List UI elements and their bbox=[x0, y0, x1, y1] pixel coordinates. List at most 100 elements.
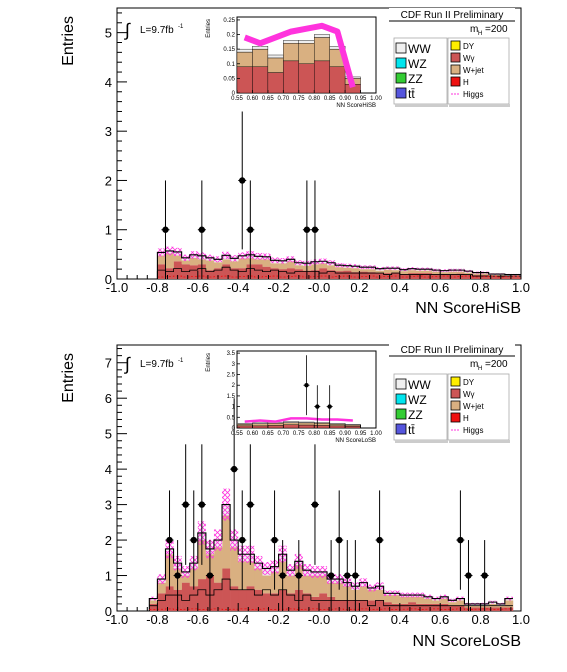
bar-wjet-9 bbox=[230, 261, 239, 269]
inset-higgs-band bbox=[244, 417, 353, 423]
y-tick-label-4: 4 bbox=[105, 75, 112, 90]
bar-wjet-29 bbox=[383, 595, 393, 603]
bar-w-23 bbox=[335, 600, 344, 611]
bar-w-31 bbox=[399, 603, 409, 611]
mass-subscript: H bbox=[478, 366, 482, 372]
inset-x-tick-label-7: 0.90 bbox=[339, 431, 351, 437]
inset-bar-ww-5 bbox=[314, 422, 330, 424]
stack-outline bbox=[156, 250, 521, 279]
data-point-8 bbox=[247, 501, 254, 508]
inset-bar-ww-0 bbox=[236, 48, 253, 53]
mass-label: m bbox=[470, 24, 478, 35]
bar-w-12 bbox=[246, 586, 255, 611]
x-tick-label-8: 0.6 bbox=[431, 280, 449, 295]
legend-swatch-dy bbox=[450, 40, 461, 51]
legend-label-ttbar: tt̄ bbox=[408, 423, 415, 437]
y-axis-label: Entries bbox=[60, 16, 77, 66]
bar-w-21 bbox=[327, 270, 336, 279]
inset-bar-wjet-0 bbox=[236, 51, 253, 67]
bar-w-14 bbox=[262, 593, 271, 611]
data-point-0 bbox=[162, 226, 169, 233]
x-axis-label: NN ScoreLoSB bbox=[413, 633, 522, 650]
y-tick-label-0: 0 bbox=[105, 272, 112, 287]
bar-wjet-20 bbox=[319, 263, 328, 269]
data-point-4 bbox=[198, 501, 206, 508]
bar-wjet-29 bbox=[391, 270, 401, 273]
inset-y-tick-label-7: 3.5 bbox=[227, 351, 236, 357]
inset-bar-ww-6 bbox=[329, 423, 346, 425]
bar-w-14 bbox=[270, 268, 279, 279]
legend-shadow-right bbox=[449, 104, 510, 107]
inset-bar-ww-7 bbox=[344, 424, 361, 426]
x-tick-label-3: -0.4 bbox=[227, 612, 249, 627]
inset-bar-w-4 bbox=[298, 424, 315, 429]
inset-bar-ww-2 bbox=[267, 54, 284, 59]
bar-wjet-24 bbox=[351, 268, 360, 273]
bar-w-17 bbox=[294, 269, 304, 279]
bar-w-0 bbox=[157, 264, 166, 279]
legend-swatch-wz bbox=[395, 57, 407, 69]
x-tick-label-7: 0.4 bbox=[391, 612, 409, 627]
bar-w-10 bbox=[238, 268, 247, 279]
bar-wjet-34 bbox=[432, 271, 441, 275]
legend-label-h: H bbox=[463, 414, 469, 423]
inset-y-tick-label-1: 0.05 bbox=[223, 76, 235, 82]
inset-x-tick-label-8: 0.95 bbox=[355, 431, 367, 437]
y-tick-label-4: 4 bbox=[105, 462, 112, 477]
bar-w-9 bbox=[222, 568, 231, 611]
inset-plot: 0.55 0.60 0.65 0.70 0.75 0.80 0.85 0.90 0.95 1.00… bbox=[206, 350, 382, 444]
inset-bar-w-2 bbox=[267, 72, 284, 94]
data-point-20 bbox=[481, 572, 488, 579]
inset-x-tick-label-8: 0.95 bbox=[355, 96, 367, 102]
inset-x-tick-label-6: 0.85 bbox=[324, 431, 336, 437]
inset-bar-wjet-2 bbox=[267, 423, 284, 426]
inset-bar-w-4 bbox=[298, 63, 315, 94]
inset-x-tick-label-4: 0.75 bbox=[293, 96, 305, 102]
y-tick-label-2: 2 bbox=[105, 533, 112, 548]
inset-bar-ww-1 bbox=[252, 422, 269, 424]
bar-w-37 bbox=[448, 605, 457, 611]
inset-x-tick-label-2: 0.65 bbox=[262, 431, 274, 437]
inset-y-tick-label-1: 0.5 bbox=[227, 415, 236, 421]
inset-bar-w-5 bbox=[314, 425, 330, 429]
bar-w-26 bbox=[367, 272, 376, 279]
bar-w-43 bbox=[504, 276, 514, 279]
inset-bar-w-7 bbox=[344, 426, 361, 429]
bar-w-28 bbox=[375, 600, 384, 611]
bar-w-25 bbox=[359, 271, 368, 279]
inset-x-tick-label-4: 0.75 bbox=[293, 431, 305, 437]
chart-title: CDF Run II Preliminary bbox=[401, 345, 504, 356]
inset-x-tick-label-5: 0.80 bbox=[308, 96, 320, 102]
bar-w-16 bbox=[286, 268, 296, 279]
bar-wjet-8 bbox=[213, 547, 223, 583]
inset-data-point-1 bbox=[315, 404, 320, 409]
legend-label-ww: WW bbox=[408, 378, 431, 392]
inset-y-tick-label-4: 0.2 bbox=[227, 33, 236, 39]
inset-bar-wjet-3 bbox=[283, 422, 299, 425]
inset-x-tick-label-3: 0.70 bbox=[277, 96, 289, 102]
data-point-7 bbox=[239, 536, 246, 544]
data-point-13 bbox=[327, 572, 335, 579]
y-tick-label-1: 1 bbox=[105, 223, 112, 238]
inset-x-tick-label-1: 0.60 bbox=[247, 431, 259, 437]
bar-wjet-37 bbox=[456, 271, 465, 274]
x-tick-label-10: 1.0 bbox=[512, 280, 530, 295]
bar-wjet-14 bbox=[270, 263, 279, 269]
inset-y-tick-label-0: 0 bbox=[232, 91, 236, 97]
bar-wjet-41 bbox=[488, 275, 498, 277]
data-point-5 bbox=[206, 572, 214, 579]
bar-wjet-28 bbox=[375, 589, 384, 601]
legend-label-wjet: W+jet bbox=[463, 402, 484, 411]
bar-w-31 bbox=[407, 273, 417, 279]
y-axis-label: Entries bbox=[60, 353, 77, 403]
x-tick-label-3: -0.4 bbox=[227, 280, 249, 295]
bar-w-17 bbox=[286, 593, 296, 611]
bar-wjet-28 bbox=[383, 269, 393, 274]
x-tick-label-9: 0.8 bbox=[472, 280, 490, 295]
inset-bar-wjet-3 bbox=[283, 43, 299, 62]
bar-wjet-37 bbox=[448, 602, 457, 606]
bar-wjet-40 bbox=[480, 273, 489, 276]
bar-wjet-31 bbox=[399, 596, 409, 604]
bar-wjet-15 bbox=[278, 263, 287, 270]
data-point-4 bbox=[303, 226, 311, 233]
